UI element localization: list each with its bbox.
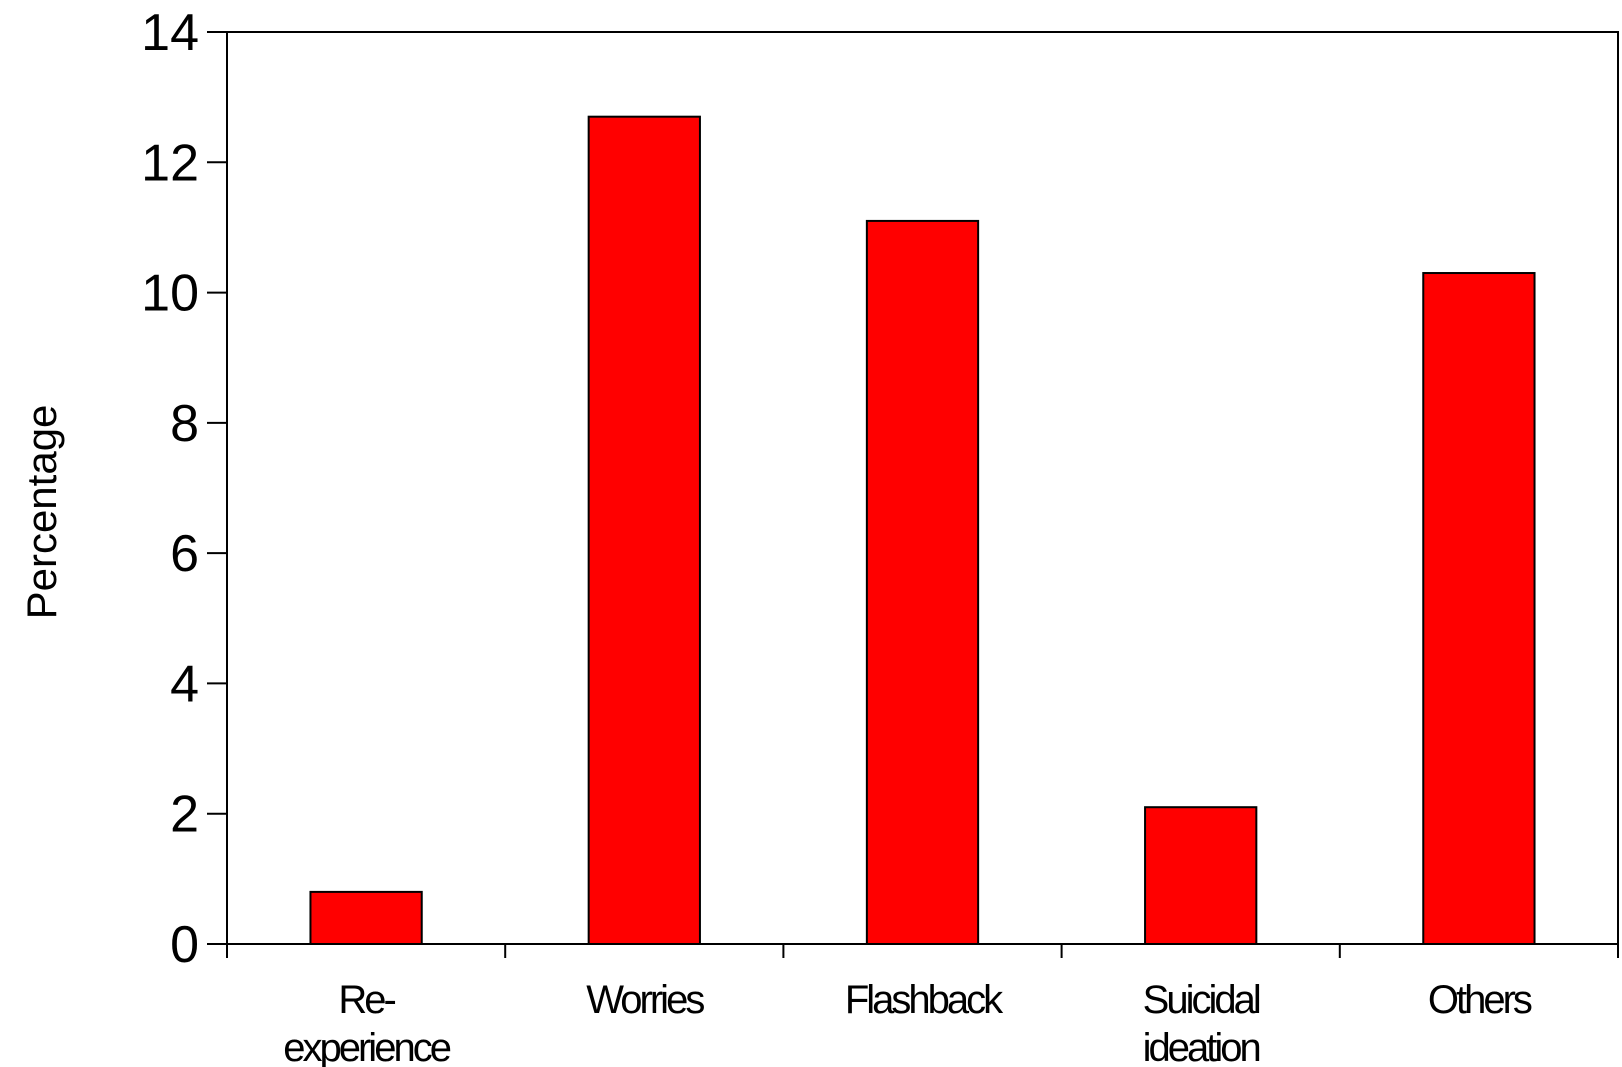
x-category-label: Flashback	[845, 978, 1004, 1022]
y-tick-label: 0	[170, 916, 199, 974]
bar	[1422, 272, 1536, 945]
x-category-label: experience	[283, 1026, 450, 1067]
y-tick-label: 14	[141, 4, 199, 62]
bar	[587, 115, 701, 945]
bar	[1144, 806, 1258, 946]
bar	[309, 890, 423, 946]
y-axis: 0 2 4 6 8 10 12 14	[141, 4, 227, 974]
x-category-label: Others	[1428, 978, 1532, 1022]
x-category-label: Re-	[338, 978, 395, 1022]
x-axis	[226, 944, 1619, 958]
x-category-label: ideation	[1143, 1026, 1260, 1067]
bars	[309, 115, 1536, 946]
x-axis-labels: Re-experience Worries Flashback Suicidalide…	[283, 978, 1535, 1067]
y-tick-label: 10	[141, 265, 199, 323]
y-tick-label: 2	[170, 786, 199, 844]
x-category-label: Worries	[586, 978, 704, 1022]
y-tick-label: 12	[141, 134, 199, 192]
y-tick-label: 4	[170, 655, 199, 713]
x-category-label: Suicidal	[1143, 978, 1260, 1022]
bar	[865, 219, 980, 945]
y-axis-title: Percentage	[18, 405, 65, 620]
y-tick-label: 8	[170, 395, 199, 453]
y-tick-label: 6	[170, 525, 199, 583]
